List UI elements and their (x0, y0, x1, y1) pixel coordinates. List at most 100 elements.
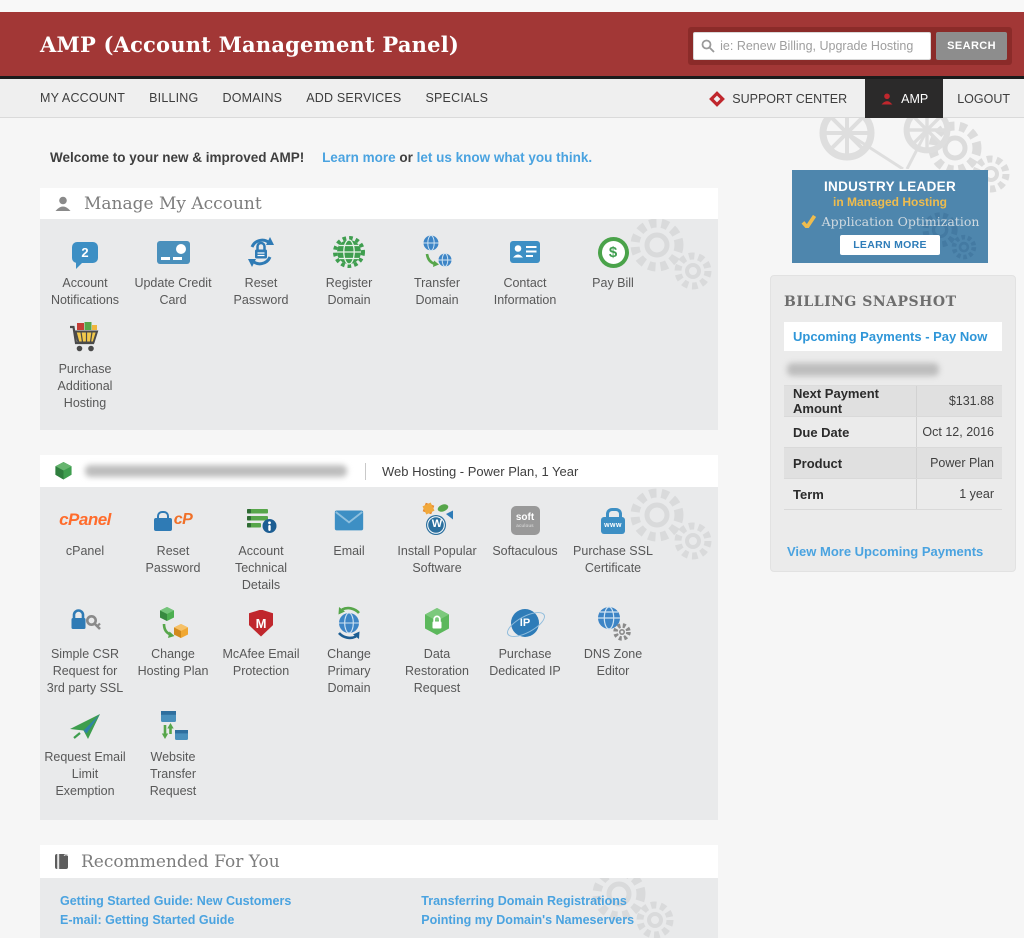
link-getting-started-new-customers[interactable]: Getting Started Guide: New Customers (60, 894, 292, 908)
nav-logout[interactable]: LOGOUT (957, 91, 1010, 106)
search-icon (701, 39, 715, 53)
transfer-globes-icon (423, 235, 452, 267)
search-box[interactable] (693, 32, 932, 60)
action-reset-password-hosting[interactable]: cP Reset Password (145, 510, 201, 575)
action-change-hosting-plan[interactable]: Change Hosting Plan (129, 603, 217, 697)
hosting-plan-label: Web Hosting - Power Plan, 1 Year (382, 463, 579, 479)
action-reset-password[interactable]: Reset Password (217, 232, 305, 309)
check-icon (801, 215, 816, 228)
main-nav: MY ACCOUNT BILLING DOMAINS ADD SERVICES … (0, 79, 1024, 118)
page-title: AMP (Account Management Panel) (40, 31, 460, 57)
ssl-lock-icon: www (601, 507, 625, 534)
action-mcafee-email-protection[interactable]: M McAfee Email Protection (217, 603, 305, 697)
action-register-domain[interactable]: Register Domain (305, 232, 393, 309)
action-purchase-ssl[interactable]: www Purchase SSL Certificate (569, 500, 657, 594)
billing-row-next-payment: Next Payment Amount $131.88 (784, 386, 1002, 417)
send-mail-icon (70, 714, 100, 739)
nav-billing[interactable]: BILLING (149, 91, 199, 105)
upcoming-payments-pay-now-link[interactable]: Upcoming Payments - Pay Now (793, 329, 988, 344)
wordpress-w: W (431, 518, 443, 530)
redacted-account-name (787, 363, 939, 376)
globe-gear-edit-icon (598, 606, 631, 641)
action-purchase-dedicated-ip[interactable]: IP Purchase Dedicated IP (481, 603, 569, 697)
action-email[interactable]: Email (305, 500, 393, 594)
notification-bubble-icon: 2 (72, 241, 98, 269)
link-transferring-domain-registrations[interactable]: Transferring Domain Registrations (421, 894, 627, 908)
action-update-credit-card[interactable]: Update Credit Card (129, 232, 217, 309)
learn-more-link[interactable]: Learn more (322, 150, 396, 165)
nav-my-account[interactable]: MY ACCOUNT (40, 91, 126, 105)
nav-specials[interactable]: SPECIALS (425, 91, 489, 105)
hosting-plan-body: cPanel cPanel cP Reset Password Account … (40, 487, 718, 820)
search-area: SEARCH (688, 27, 1012, 65)
redacted-domain-name (85, 465, 347, 477)
action-cpanel[interactable]: cPanel cPanel (59, 510, 111, 558)
software-logos-icon (422, 502, 453, 535)
id-card-icon (510, 241, 540, 263)
diamond-logo-icon (709, 90, 726, 107)
cpanel-logo: cPanel (59, 510, 111, 529)
search-button[interactable]: SEARCH (936, 32, 1007, 60)
credit-card-icon (156, 240, 190, 264)
feedback-link[interactable]: let us know what you think. (416, 150, 593, 165)
book-icon (55, 853, 69, 869)
action-dns-zone-editor[interactable]: DNS Zone Editor (569, 603, 657, 697)
nav-domains[interactable]: DOMAINS (222, 91, 283, 105)
globe-refresh-icon (338, 606, 360, 640)
section-title: Manage My Account (84, 193, 262, 214)
action-transfer-domain[interactable]: Transfer Domain (393, 232, 481, 309)
globe-gear-icon (333, 236, 365, 268)
person-icon (55, 196, 71, 211)
recommended-header: Recommended For You (40, 845, 718, 878)
action-install-popular-software[interactable]: W Install Popular Software (393, 500, 481, 594)
windows-transfer-icon (161, 711, 188, 740)
action-pay-bill[interactable]: $ Pay Bill (569, 232, 657, 309)
learn-more-button[interactable]: LEARN MORE (840, 235, 940, 255)
action-purchase-additional-hosting[interactable]: Purchase Additional Hosting (41, 318, 129, 412)
action-account-notifications[interactable]: 2 Account Notifications (41, 232, 129, 309)
dollar-icon: $ (597, 236, 629, 268)
billing-row-term: Term 1 year (784, 479, 1002, 510)
section-title: Recommended For You (81, 851, 280, 872)
nav-amp-current[interactable]: AMP (865, 79, 944, 118)
view-more-upcoming-payments-link[interactable]: View More Upcoming Payments (787, 544, 984, 559)
billing-row-product: Product Power Plan (784, 448, 1002, 479)
hosting-plan-header: Web Hosting - Power Plan, 1 Year (40, 455, 718, 487)
nav-support-center[interactable]: SUPPORT CENTER (709, 90, 847, 107)
secure-box-icon (425, 608, 449, 635)
action-contact-information[interactable]: Contact Information (481, 232, 569, 309)
action-change-primary-domain[interactable]: Change Primary Domain (305, 603, 393, 697)
link-pointing-nameservers[interactable]: Pointing my Domain's Nameservers (421, 913, 635, 927)
upcoming-payments-box: Upcoming Payments - Pay Now (784, 322, 1002, 351)
manage-account-body: 2 Account Notifications Update Credit Ca… (40, 219, 718, 430)
lock-icon (153, 510, 172, 531)
manage-account-header: Manage My Account (40, 188, 718, 219)
cubes-swap-icon (160, 607, 188, 638)
action-request-email-limit-exemption[interactable]: Request Email Limit Exemption (41, 706, 129, 800)
envelope-icon (334, 510, 364, 531)
softaculous-icon: soft aculous (510, 505, 540, 535)
billing-snapshot-title: BILLING SNAPSHOT (784, 294, 957, 310)
reset-password-icon (248, 237, 274, 267)
header-divider (0, 76, 1024, 79)
recommended-body: Getting Started Guide: New Customers E-m… (40, 878, 718, 938)
ip-circle-icon: IP (511, 609, 539, 637)
action-website-transfer-request[interactable]: Website Transfer Request (129, 706, 217, 800)
nav-add-services[interactable]: ADD SERVICES (306, 91, 402, 105)
shopping-cart-icon (70, 322, 99, 352)
action-simple-csr-request[interactable]: Simple CSR Request for 3rd party SSL (41, 603, 129, 697)
mcafee-shield-icon: M (249, 609, 273, 637)
app-header: AMP (Account Management Panel) SEARCH (0, 12, 1024, 76)
action-softaculous[interactable]: soft aculous Softaculous (481, 500, 569, 594)
green-cube-icon (55, 461, 72, 480)
link-email-getting-started[interactable]: E-mail: Getting Started Guide (60, 913, 235, 927)
top-strip (0, 0, 1024, 12)
cp-logo: cP (173, 511, 193, 528)
lock-key-icon (71, 609, 101, 630)
industry-leader-banner[interactable]: INDUSTRY LEADER in Managed Hosting Appli… (792, 170, 988, 263)
banner-feature: Application Optimization (821, 214, 980, 229)
search-input[interactable] (720, 39, 924, 53)
action-data-restoration-request[interactable]: Data Restoration Request (393, 603, 481, 697)
action-account-technical-details[interactable]: Account Technical Details (217, 500, 305, 594)
billing-row-due-date: Due Date Oct 12, 2016 (784, 417, 1002, 448)
